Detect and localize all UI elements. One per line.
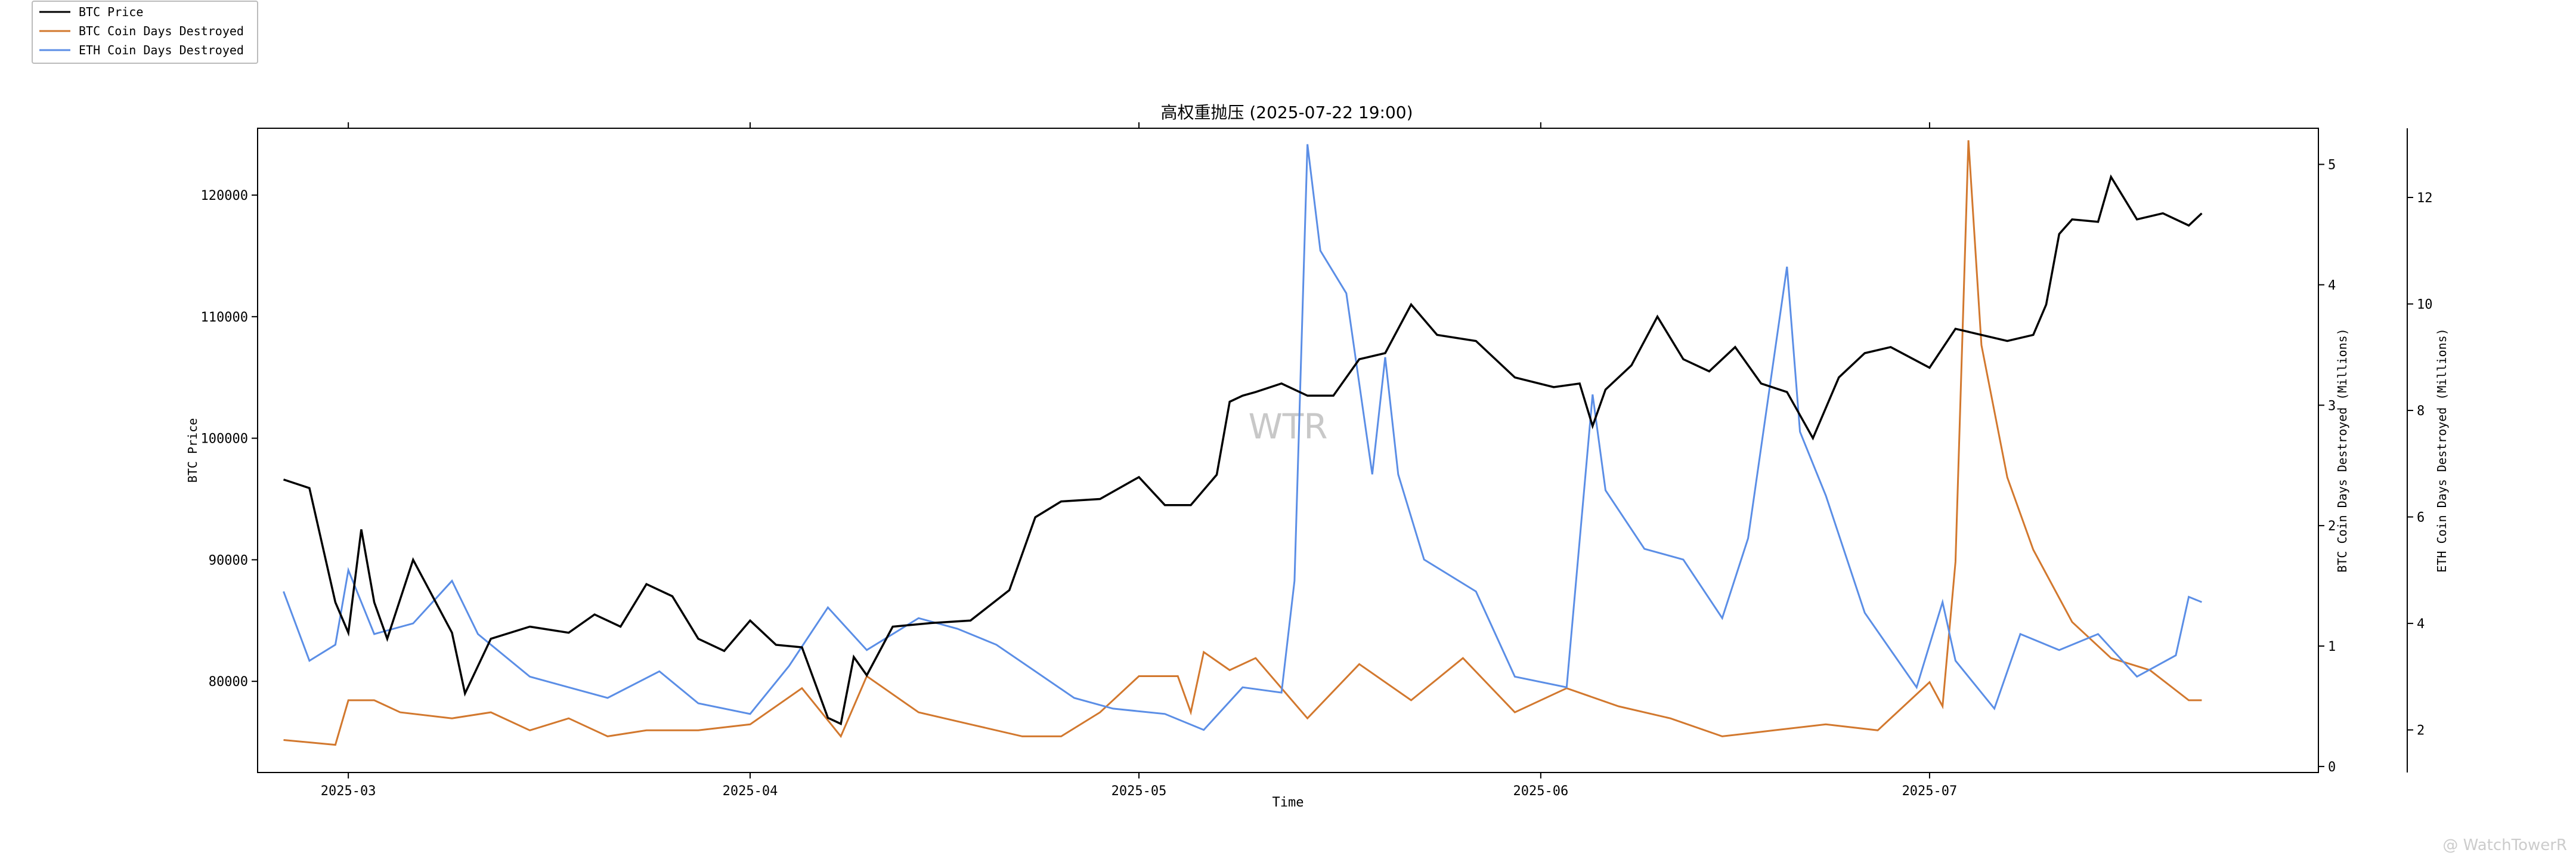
y-tick-label-btc-price: 100000 <box>201 432 248 447</box>
legend: BTC Price BTC Coin Days Destroyed ETH Co… <box>32 1 258 64</box>
y-tick-label-btc-price: 120000 <box>201 189 248 203</box>
x-tick-label: 2025-04 <box>723 784 778 799</box>
x-tick-label: 2025-03 <box>321 784 376 799</box>
x-axis-label: Time <box>1272 795 1304 810</box>
legend-label-btc-cdd: BTC Coin Days Destroyed <box>79 24 244 38</box>
y-tick-label-btc-price: 80000 <box>209 675 248 690</box>
x-axis: 2025-03 2025-04 2025-05 2025-06 2025-07 <box>321 122 1957 799</box>
y-axis-eth-cdd: 2 4 6 8 10 12 <box>2407 128 2433 773</box>
y-axis-label-btc-price: BTC Price <box>185 418 200 483</box>
y-tick-label-eth-cdd: 2 <box>2417 724 2425 739</box>
y-axis-label-btc-cdd: BTC Coin Days Destroyed (Millions) <box>2335 328 2349 572</box>
y-tick-label-btc-cdd: 5 <box>2328 158 2336 173</box>
y-tick-label-btc-cdd: 4 <box>2328 278 2336 293</box>
footer-watermark: @ WatchTowerR <box>2442 836 2567 854</box>
y-tick-label-btc-price: 90000 <box>209 553 248 568</box>
y-axis-btc-cdd: 0 1 2 3 4 5 <box>2318 158 2336 775</box>
y-tick-label-btc-cdd: 3 <box>2328 398 2336 413</box>
watermark: WTR <box>1248 406 1327 447</box>
series-line-btc-price <box>283 174 2203 726</box>
series-line-eth-coin-days-destroyed <box>283 144 2202 731</box>
y-tick-label-btc-cdd: 2 <box>2328 519 2336 534</box>
y-tick-label-eth-cdd: 4 <box>2417 617 2425 632</box>
y-tick-label-eth-cdd: 12 <box>2417 191 2433 206</box>
y-tick-label-eth-cdd: 10 <box>2417 298 2433 313</box>
x-tick-label: 2025-07 <box>1902 784 1958 799</box>
y-tick-label-eth-cdd: 6 <box>2417 511 2425 526</box>
x-tick-label: 2025-06 <box>1513 784 1568 799</box>
x-tick-label: 2025-05 <box>1111 784 1167 799</box>
series-line-btc-coin-days-destroyed <box>283 140 2202 746</box>
y-tick-label-eth-cdd: 8 <box>2417 404 2425 419</box>
y-axis-label-eth-cdd: ETH Coin Days Destroyed (Millions) <box>2435 328 2449 572</box>
legend-label-btc-price: BTC Price <box>79 5 143 19</box>
legend-box <box>32 1 258 64</box>
chart-title: 高权重抛压 (2025-07-22 19:00) <box>1160 103 1413 122</box>
legend-label-eth-cdd: ETH Coin Days Destroyed <box>79 43 244 57</box>
y-axis-btc-price: 80000 90000 100000 110000 120000 <box>201 189 258 690</box>
y-tick-label-btc-price: 110000 <box>201 310 248 325</box>
y-tick-label-btc-cdd: 1 <box>2328 639 2336 654</box>
y-tick-label-btc-cdd: 0 <box>2328 760 2336 775</box>
plot-area <box>257 128 2319 773</box>
